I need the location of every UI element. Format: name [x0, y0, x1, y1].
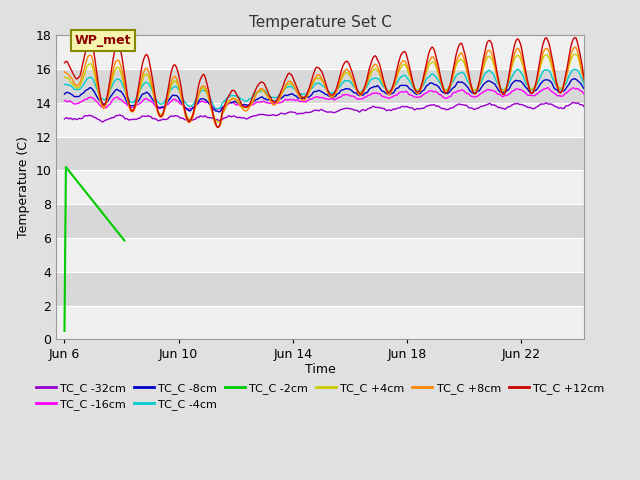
Bar: [56, 103, 584, 137]
Bar: [56, 238, 584, 272]
Bar: [56, 36, 584, 69]
Bar: [56, 170, 584, 204]
Bar: [56, 204, 584, 238]
Legend: TC_C -32cm, TC_C -16cm, TC_C -8cm, TC_C -4cm, TC_C -2cm, TC_C +4cm, TC_C +8cm, T: TC_C -32cm, TC_C -16cm, TC_C -8cm, TC_C …: [31, 378, 609, 415]
Bar: [56, 69, 584, 103]
Bar: [56, 137, 584, 170]
Bar: [56, 306, 584, 339]
Text: WP_met: WP_met: [74, 34, 131, 47]
X-axis label: Time: Time: [305, 363, 335, 376]
Y-axis label: Temperature (C): Temperature (C): [17, 136, 29, 238]
Bar: [56, 272, 584, 306]
Title: Temperature Set C: Temperature Set C: [248, 15, 392, 30]
